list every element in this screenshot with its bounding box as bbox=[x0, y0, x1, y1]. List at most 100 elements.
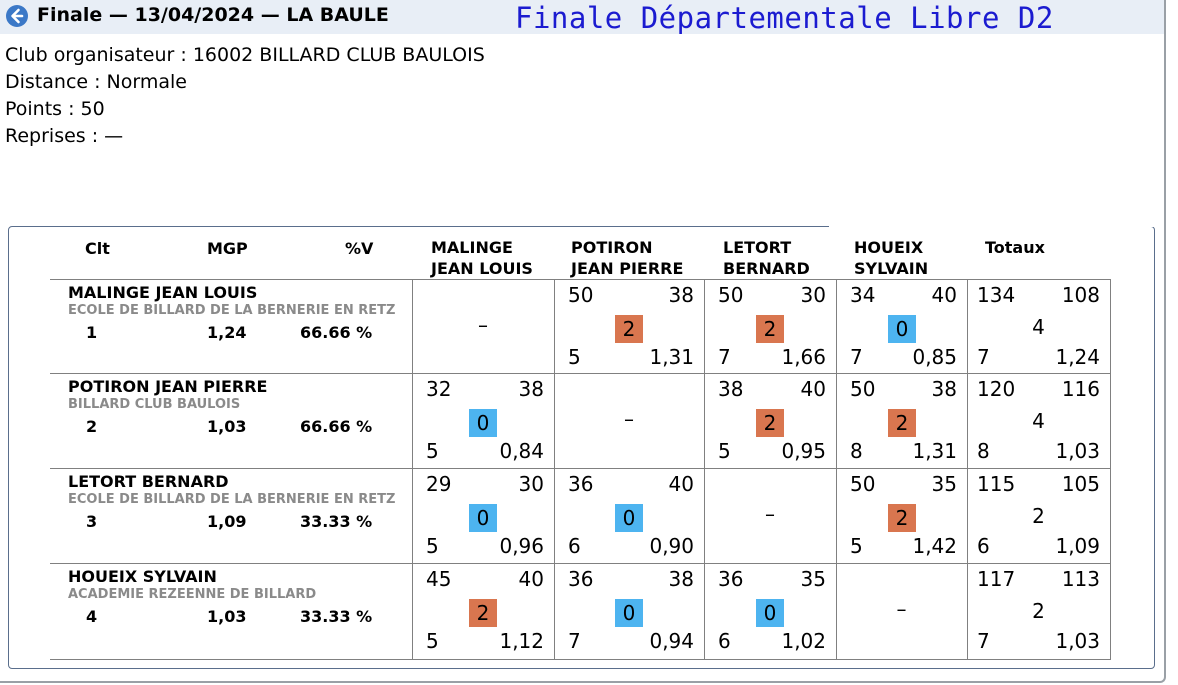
match-cell: – bbox=[704, 468, 836, 562]
player-name: HOUEIX SYLVAIN bbox=[68, 567, 217, 586]
totals-reprises: 8 bbox=[977, 439, 990, 463]
match-average: 0,95 bbox=[781, 439, 826, 463]
totals-opponent-points: 105 bbox=[1061, 472, 1100, 496]
totals-opponent-points: 116 bbox=[1061, 377, 1100, 401]
match-points: 36 bbox=[568, 472, 594, 496]
match-opponent-points: 40 bbox=[800, 377, 826, 401]
col-line bbox=[412, 279, 413, 660]
totals-average: 1,03 bbox=[1055, 629, 1100, 653]
player-rank: 3 bbox=[86, 512, 98, 531]
match-points-badge: 0 bbox=[615, 504, 643, 532]
match-reprises: 6 bbox=[568, 534, 581, 558]
match-reprises: 5 bbox=[426, 629, 439, 653]
info-club: Club organisateur : 16002 BILLARD CLUB B… bbox=[5, 44, 485, 66]
player-club: ECOLE DE BILLARD DE LA BERNERIE EN RETZ bbox=[68, 492, 396, 507]
row-line bbox=[50, 468, 1111, 469]
match-average: 1,42 bbox=[912, 534, 957, 558]
totals-reprises: 6 bbox=[977, 534, 990, 558]
player-pct: 33.33 % bbox=[300, 607, 373, 626]
match-reprises: 5 bbox=[718, 439, 731, 463]
player-pct: 66.66 % bbox=[300, 323, 373, 342]
match-reprises: 7 bbox=[568, 629, 581, 653]
col-line bbox=[967, 279, 968, 660]
results-panel bbox=[8, 226, 1155, 669]
match-points-badge: 2 bbox=[756, 409, 784, 437]
match-points: 36 bbox=[568, 567, 594, 591]
totals-average: 1,24 bbox=[1055, 345, 1100, 369]
match-points-badge: 0 bbox=[469, 504, 497, 532]
match-cell: 36 38 0 7 0,94 bbox=[554, 563, 704, 657]
row-line bbox=[50, 563, 1111, 564]
match-points: 38 bbox=[718, 377, 744, 401]
player-mgp: 1,09 bbox=[207, 512, 247, 531]
col-opponent-2-line1: POTIRON bbox=[571, 238, 653, 257]
player-name: MALINGE JEAN LOUIS bbox=[68, 283, 258, 302]
col-line bbox=[1110, 279, 1111, 660]
row-line bbox=[50, 279, 1111, 280]
event-title: Finale Départementale Libre D2 bbox=[515, 1, 1054, 35]
totals-cell: 115 105 2 6 1,09 bbox=[967, 468, 1110, 562]
match-points-badge: 0 bbox=[888, 315, 916, 343]
totals-opponent-points: 108 bbox=[1061, 283, 1100, 307]
row-line bbox=[50, 373, 1111, 374]
match-cell: 50 35 2 5 1,42 bbox=[836, 468, 967, 562]
player-club: ECOLE DE BILLARD DE LA BERNERIE EN RETZ bbox=[68, 303, 396, 318]
col-opponent-4: HOUEIX SYLVAIN bbox=[854, 237, 928, 279]
info-distance: Distance : Normale bbox=[5, 71, 187, 93]
col-opponent-3: LETORT BERNARD bbox=[723, 237, 810, 279]
match-points: 29 bbox=[426, 472, 452, 496]
player-pct: 33.33 % bbox=[300, 512, 373, 531]
totals-average: 1,03 bbox=[1055, 439, 1100, 463]
panel-tab-gap bbox=[829, 226, 1154, 227]
totals-points: 117 bbox=[977, 567, 1016, 591]
match-average: 1,02 bbox=[781, 629, 826, 653]
player-name: LETORT BERNARD bbox=[68, 472, 229, 491]
match-points: 50 bbox=[850, 472, 876, 496]
match-points: 50 bbox=[718, 283, 744, 307]
player-rank: 4 bbox=[86, 607, 98, 626]
col-opponent-2-line2: JEAN PIERRE bbox=[571, 259, 684, 278]
col-opponent-4-line2: SYLVAIN bbox=[854, 259, 929, 278]
match-opponent-points: 38 bbox=[518, 377, 544, 401]
match-reprises: 5 bbox=[850, 534, 863, 558]
match-average: 1,12 bbox=[499, 629, 544, 653]
match-average: 0,84 bbox=[499, 439, 544, 463]
info-reprises: Reprises : — bbox=[5, 125, 124, 147]
totals-cell: 120 116 4 8 1,03 bbox=[967, 373, 1110, 467]
match-cell: 50 38 2 5 1,31 bbox=[554, 279, 704, 373]
row-line bbox=[50, 659, 1111, 660]
player-club: ACADEMIE REZEENNE DE BILLARD bbox=[68, 587, 317, 602]
col-opponent-1-line1: MALINGE bbox=[431, 238, 513, 257]
match-reprises: 7 bbox=[850, 345, 863, 369]
col-opponent-4-line1: HOUEIX bbox=[854, 238, 924, 257]
totals-cell: 117 113 2 7 1,03 bbox=[967, 563, 1110, 657]
col-mgp: MGP bbox=[207, 239, 248, 258]
match-cell: 50 30 2 7 1,66 bbox=[704, 279, 836, 373]
player-name: POTIRON JEAN PIERRE bbox=[68, 377, 268, 396]
match-points: 50 bbox=[850, 377, 876, 401]
match-average: 1,31 bbox=[912, 439, 957, 463]
col-opponent-1: MALINGE JEAN LOUIS bbox=[431, 237, 533, 279]
col-line bbox=[836, 279, 837, 660]
match-points: 34 bbox=[850, 283, 876, 307]
player-pct: 66.66 % bbox=[300, 417, 373, 436]
match-opponent-points: 30 bbox=[800, 283, 826, 307]
match-opponent-points: 38 bbox=[668, 283, 694, 307]
match-average: 1,31 bbox=[649, 345, 694, 369]
match-cell: 32 38 0 5 0,84 bbox=[412, 373, 554, 467]
col-opponent-1-line2: JEAN LOUIS bbox=[431, 259, 533, 278]
back-arrow-icon[interactable] bbox=[6, 5, 28, 27]
col-clt: Clt bbox=[85, 239, 110, 258]
totals-points: 120 bbox=[977, 377, 1016, 401]
match-points-badge: 2 bbox=[756, 315, 784, 343]
player-mgp: 1,03 bbox=[207, 417, 247, 436]
match-opponent-points: 40 bbox=[931, 283, 957, 307]
totals-reprises: 7 bbox=[977, 345, 990, 369]
match-average: 0,85 bbox=[912, 345, 957, 369]
totals-match-points: 4 bbox=[1032, 409, 1045, 433]
match-cell: – bbox=[554, 373, 704, 467]
col-opponent-3-line1: LETORT bbox=[723, 238, 792, 257]
col-opponent-3-line2: BERNARD bbox=[723, 259, 810, 278]
match-opponent-points: 40 bbox=[668, 472, 694, 496]
